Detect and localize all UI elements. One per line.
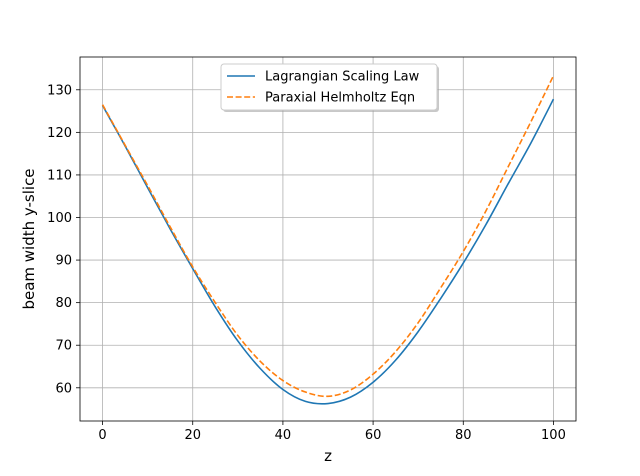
plot-lines [101, 75, 555, 405]
x-tick-label: 0 [98, 428, 106, 443]
series-line-2 [101, 75, 555, 398]
y-tick-label: 130 [47, 83, 72, 98]
x-tick-label: 100 [541, 428, 566, 443]
legend-label: Lagrangian Scaling Law [265, 70, 420, 85]
x-tick-label: 40 [275, 428, 292, 443]
series-line-1 [101, 98, 555, 405]
x-tick-label: 60 [365, 428, 382, 443]
y-axis-label: beam width y-slice [20, 168, 38, 309]
y-tick-label: 80 [55, 296, 72, 311]
y-tick-label: 100 [47, 211, 72, 226]
x-tick-label: 20 [184, 428, 201, 443]
x-tick-label: 80 [455, 428, 472, 443]
y-tick-label: 120 [47, 126, 72, 141]
y-tick-label: 60 [55, 381, 72, 396]
plot-frame [79, 56, 577, 422]
y-tick-label: 110 [47, 168, 72, 183]
legend-label: Paraxial Helmholtz Eqn [265, 91, 415, 106]
x-axis-label: z [324, 447, 332, 465]
axis-ticks: 0 20 40 60 80 100 60 70 80 90 100 110 120 130 [47, 83, 566, 443]
y-tick-label: 90 [55, 254, 72, 269]
legend: Lagrangian Scaling Law Paraxial Helmholtz… [220, 63, 439, 112]
y-tick-label: 70 [55, 339, 72, 354]
legend-box [220, 63, 438, 111]
